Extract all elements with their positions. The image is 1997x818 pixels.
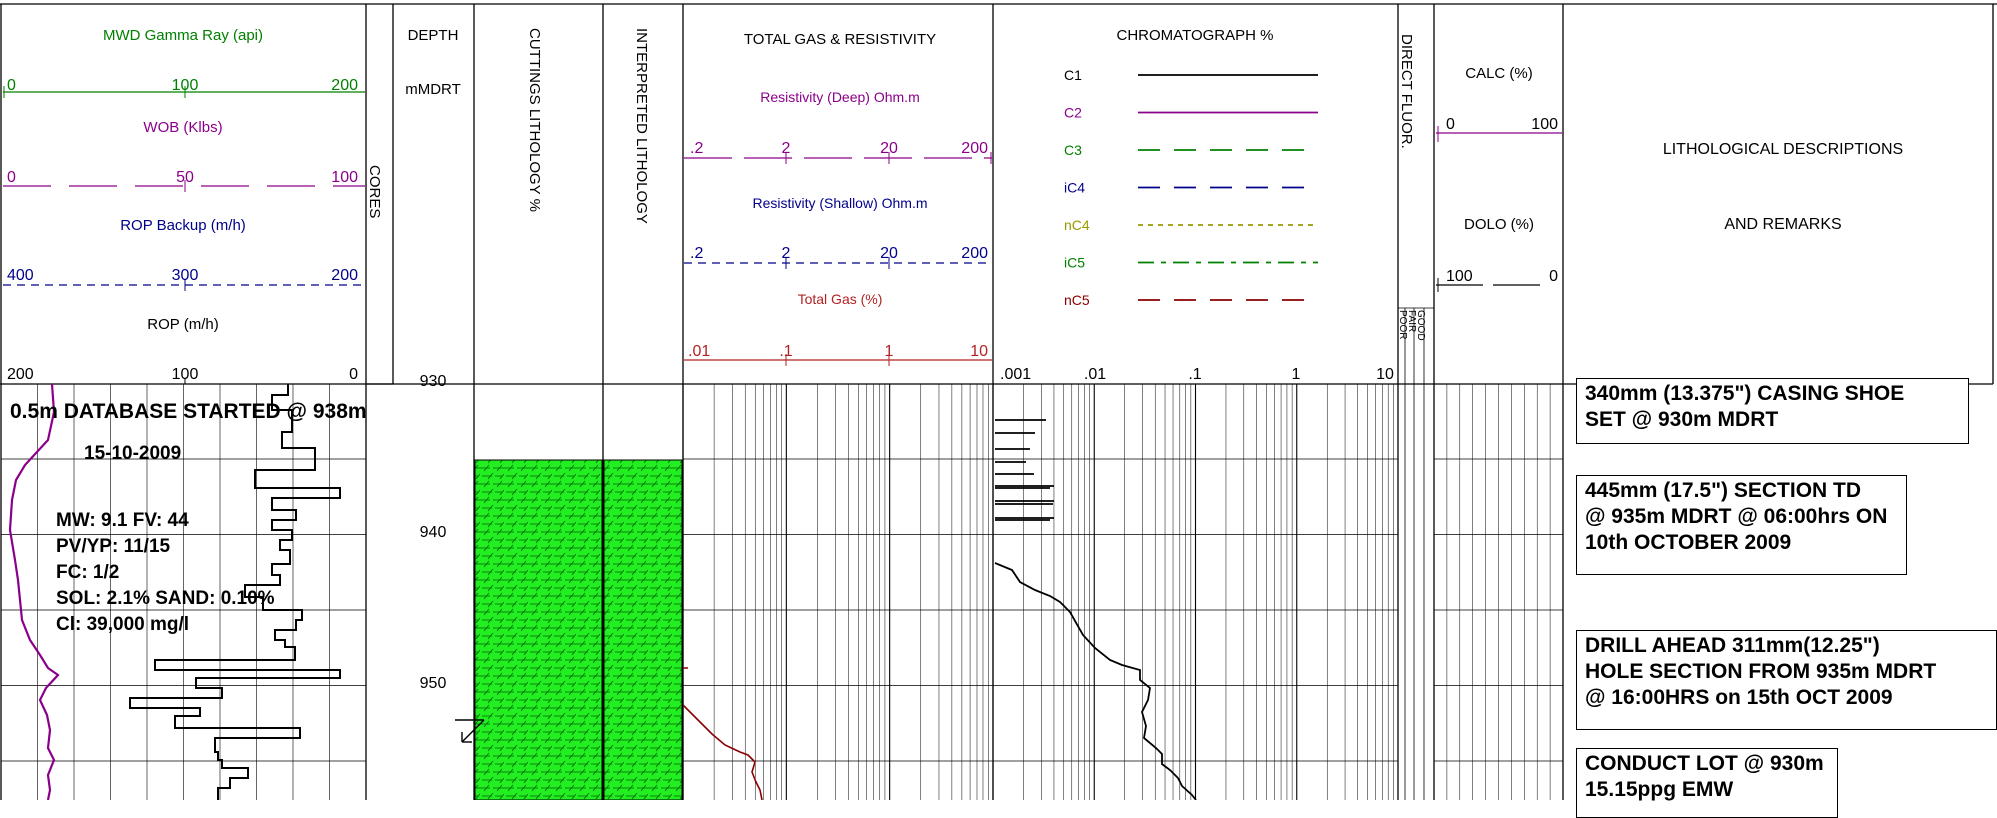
chromat-scale-1: .01 (1084, 366, 1106, 383)
dolo-scale-max: 0 (1549, 268, 1558, 285)
mud-weight-note: MW: 9.1 FV: 44 (56, 510, 189, 531)
calc-scale-min: 0 (1446, 116, 1455, 133)
ropb-scale-max: 200 (331, 267, 358, 284)
rop-title: ROP (m/h) (147, 316, 218, 333)
dolo-scale-min: 100 (1446, 268, 1473, 285)
fluor-grade-columns (1398, 307, 1434, 800)
wob-scale-min: 0 (7, 169, 16, 186)
direct-fluor-label: DIRECT FLUOR. (1398, 34, 1415, 149)
ress-scale-3: 200 (961, 245, 988, 262)
depth-label-930: 930 (420, 373, 447, 390)
remark-section-td: 445mm (17.5") SECTION TD @ 935m MDRT @ 0… (1576, 475, 1907, 575)
wob-scale-mid: 50 (176, 169, 194, 186)
gas-legend-nc4: nC4 (1064, 217, 1090, 233)
calc-scale-max: 100 (1531, 116, 1558, 133)
chromat-scale-0: .001 (1000, 366, 1031, 383)
fluor-grade-good: GOOD (1415, 310, 1426, 341)
fc-note: FC: 1/2 (56, 562, 119, 583)
pv-yp-note: PV/YP: 11/15 (56, 536, 171, 557)
chromat-scale-2: .1 (1188, 366, 1201, 383)
tg-scale-1: .1 (779, 343, 792, 360)
tg-scale-3: 10 (970, 343, 988, 360)
date-note: 15-10-2009 (84, 443, 181, 464)
fluor-grade-fair: FAIR (1406, 310, 1417, 332)
gamma-scale-max: 200 (331, 77, 358, 94)
ropb-title: ROP Backup (m/h) (120, 217, 246, 234)
wob-title: WOB (Klbs) (143, 119, 222, 136)
remark-casing-shoe: 340mm (13.375") CASING SHOE SET @ 930m M… (1576, 378, 1969, 444)
interpreted-lithology-label: INTERPRETED LITHOLOGY (633, 28, 650, 224)
rop-scale-mid: 100 (172, 366, 199, 383)
gas-legend-ic5: iC5 (1064, 255, 1085, 271)
cores-label: CORES (366, 165, 383, 218)
totgas-title: TOTAL GAS & RESISTIVITY (744, 31, 936, 48)
gamma-scale-mid: 100 (172, 77, 199, 94)
gas-legend-ic4: iC4 (1064, 180, 1085, 196)
database-start-note: 0.5m DATABASE STARTED @ 938m (10, 400, 367, 423)
track1-header: MWD Gamma Ray (api) 0 100 200 WOB (Klbs)… (3, 27, 365, 384)
gamma-scale-min: 0 (7, 77, 16, 94)
ress-scale-2: 20 (880, 245, 898, 262)
log-grid (1, 384, 1564, 800)
chlorides-note: Cl: 39,000 mg/l (56, 614, 189, 635)
chromat-title: CHROMATOGRAPH % (1117, 27, 1274, 44)
ress-scale-0: .2 (690, 245, 703, 262)
litho-desc-title: LITHOLOGICAL DESCRIPTIONS (1663, 141, 1903, 158)
depth-unit: mMDRT (405, 81, 461, 98)
cuttings-lithology-label: CUTTINGS LITHOLOGY % (526, 28, 543, 212)
gamma-ray-curve (8, 383, 60, 800)
wob-scale-max: 100 (331, 169, 358, 186)
gamma-title: MWD Gamma Ray (api) (103, 27, 263, 44)
calc-title: CALC (%) (1465, 65, 1533, 82)
calc-dolo-header: CALC (%) 0 100 DOLO (%) 100 0 (1436, 65, 1562, 292)
interpreted-lithology-shale (603, 459, 683, 800)
arrow-icon (455, 719, 485, 743)
rop-scale-max: 0 (349, 366, 358, 383)
dolo-title: DOLO (%) (1464, 216, 1534, 233)
depth-label-950: 950 (420, 675, 447, 692)
depth-title: DEPTH (408, 27, 459, 44)
gas-legend-c2: C2 (1064, 105, 1082, 121)
mud-log-chart: POOR FAIR GOOD MWD Gamma Ray (api) 0 100… (0, 3, 1997, 800)
fluor-grade-poor: POOR (1397, 310, 1408, 339)
total-gas-curve (682, 667, 763, 800)
tg-title: Total Gas (%) (798, 291, 883, 307)
tg-scale-0: .01 (688, 343, 710, 360)
gas-legend-nc5: nC5 (1064, 292, 1090, 308)
resd-title: Resistivity (Deep) Ohm.m (760, 89, 919, 105)
sol-sand-note: SOL: 2.1% SAND: 0.10% (56, 588, 275, 609)
rop-scale-min: 200 (7, 366, 34, 383)
depth-label-940: 940 (420, 524, 447, 541)
gas-resistivity-header: TOTAL GAS & RESISTIVITY Resistivity (Dee… (684, 31, 992, 366)
rop-curve (129, 384, 341, 800)
cuttings-lithology-shale (474, 459, 603, 800)
ress-title: Resistivity (Shallow) Ohm.m (752, 195, 927, 211)
chromat-scale-4: 10 (1376, 366, 1394, 383)
gas-legend-c3: C3 (1064, 142, 1082, 158)
resd-scale-1: 2 (782, 140, 791, 157)
resd-scale-2: 20 (880, 140, 898, 157)
resd-scale-3: 200 (961, 140, 988, 157)
tg-scale-2: 1 (885, 343, 894, 360)
remark-lot: CONDUCT LOT @ 930m 15.15ppg EMW (1576, 748, 1838, 818)
gas-legend-c1: C1 (1064, 67, 1082, 83)
remarks-title: AND REMARKS (1724, 216, 1841, 233)
chromat-scale-3: 1 (1292, 366, 1301, 383)
ress-scale-1: 2 (782, 245, 791, 262)
resd-scale-0: .2 (690, 140, 703, 157)
remark-drill-ahead: DRILL AHEAD 311mm(12.25") HOLE SECTION F… (1576, 630, 1997, 730)
ropb-scale-mid: 300 (172, 267, 199, 284)
c1-gas-curve (994, 419, 1197, 800)
ropb-scale-min: 400 (7, 267, 34, 284)
